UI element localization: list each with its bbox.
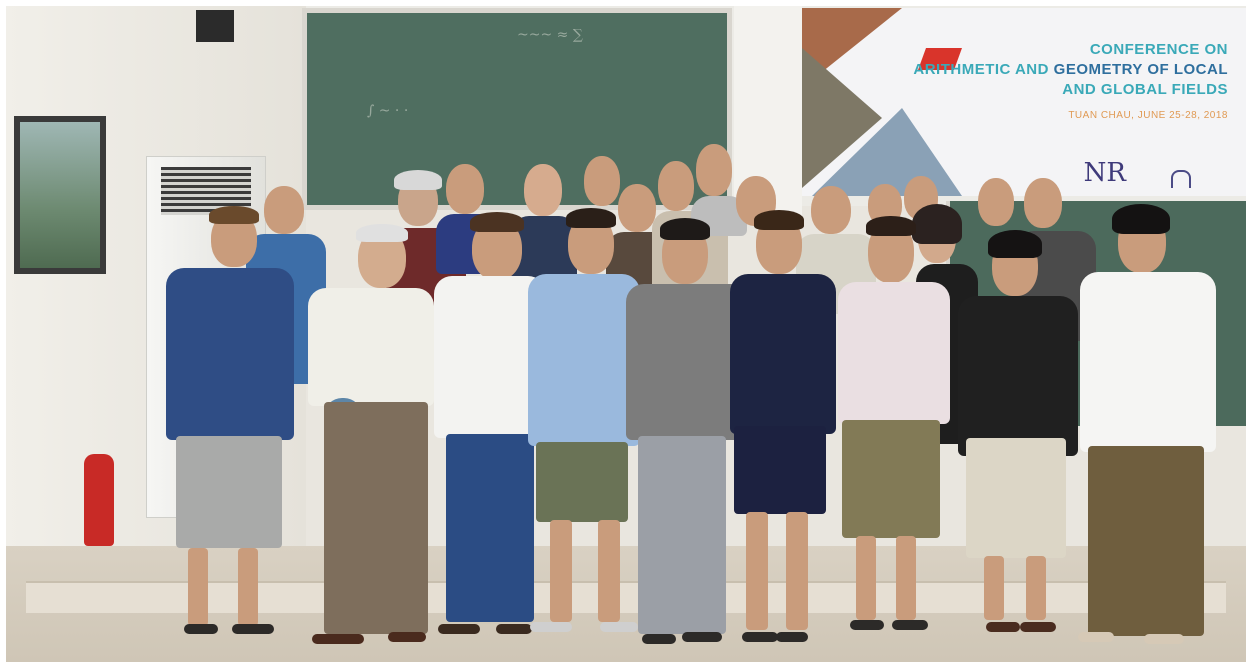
conference-banner: CONFERENCE ON ARITHMETIC AND GEOMETRY OF… — [802, 8, 1246, 196]
chalk-scribble: ~~~ ≈ ∑ — [517, 27, 583, 43]
group-photo: ~~~ ≈ ∑ ∫ ~ · · CONFERENCE ON ARITHMETIC… — [6, 6, 1246, 662]
banner-subtitle: TUAN CHAU, JUNE 25-28, 2018 — [1068, 110, 1228, 121]
banner-title-line2a: ARITHMETIC AND — [913, 61, 1054, 78]
fire-extinguisher — [84, 454, 114, 546]
banner-emblem-icon — [1171, 170, 1191, 188]
banner-title-line1: CONFERENCE ON — [1089, 41, 1228, 58]
chalk-scribble: ∫ ~ · · — [367, 103, 409, 119]
banner-title-line2b: GEOMETRY OF LOCAL — [1053, 61, 1228, 78]
banner-title: CONFERENCE ON ARITHMETIC AND GEOMETRY OF… — [913, 40, 1228, 100]
banner-logo: NR — [1083, 158, 1126, 188]
wall-speaker — [196, 10, 234, 42]
picture-frame — [14, 116, 106, 274]
banner-title-line3: AND GLOBAL FIELDS — [1062, 81, 1228, 98]
